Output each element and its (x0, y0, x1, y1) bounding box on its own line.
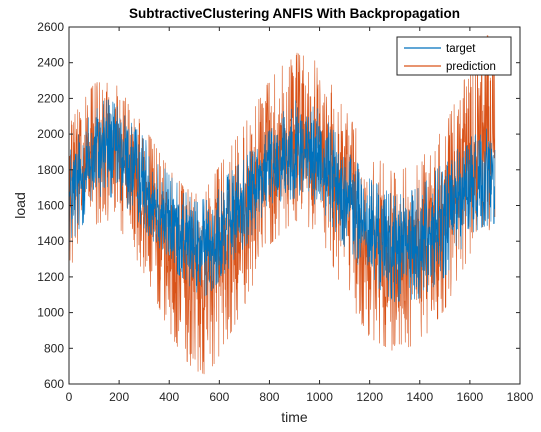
y-tick-label: 2200 (37, 91, 64, 105)
y-tick-label: 1200 (37, 270, 64, 284)
y-tick-label: 2000 (37, 127, 64, 141)
x-tick-label: 200 (109, 390, 129, 404)
legend-label-prediction: prediction (446, 61, 496, 73)
x-tick-label: 1600 (457, 390, 484, 404)
x-tick-label: 0 (66, 390, 73, 404)
x-tick-label: 600 (209, 390, 229, 404)
x-tick-label: 1000 (306, 390, 333, 404)
y-tick-label: 1800 (37, 163, 64, 177)
legend-box (396, 36, 512, 76)
x-axis-label: time (281, 409, 308, 425)
x-tick-label: 1200 (356, 390, 383, 404)
series-layer (68, 35, 496, 375)
ticks-layer: 0 200 400 600 800 1000 1200 1400 1600 1800 600 800 1… (37, 20, 533, 404)
y-tick-label: 800 (44, 341, 64, 355)
y-tick-label: 2400 (37, 56, 64, 70)
legend: target prediction (396, 36, 512, 76)
y-tick-label: 600 (44, 377, 64, 391)
x-tick-label: 800 (259, 390, 279, 404)
chart-title: SubtractiveClustering ANFIS With Backpro… (129, 6, 460, 21)
y-tick-label: 2600 (37, 20, 64, 34)
x-tick-label: 1400 (406, 390, 433, 404)
legend-label-target: target (446, 43, 476, 55)
x-tick-label: 400 (159, 390, 179, 404)
y-tick-label: 1000 (37, 306, 64, 320)
x-tick-label: 1800 (507, 390, 534, 404)
y-axis-label: load (12, 192, 28, 218)
y-tick-label: 1400 (37, 234, 64, 248)
series-line-target (68, 99, 496, 302)
y-tick-label: 1600 (37, 199, 64, 213)
